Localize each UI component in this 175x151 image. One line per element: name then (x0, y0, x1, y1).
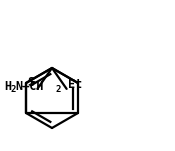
Text: S: S (27, 77, 34, 90)
Text: Et: Et (68, 78, 82, 91)
Text: N—CH: N—CH (15, 80, 44, 93)
Text: H: H (4, 80, 12, 93)
Text: 2: 2 (55, 85, 61, 94)
Text: 2: 2 (11, 85, 16, 94)
